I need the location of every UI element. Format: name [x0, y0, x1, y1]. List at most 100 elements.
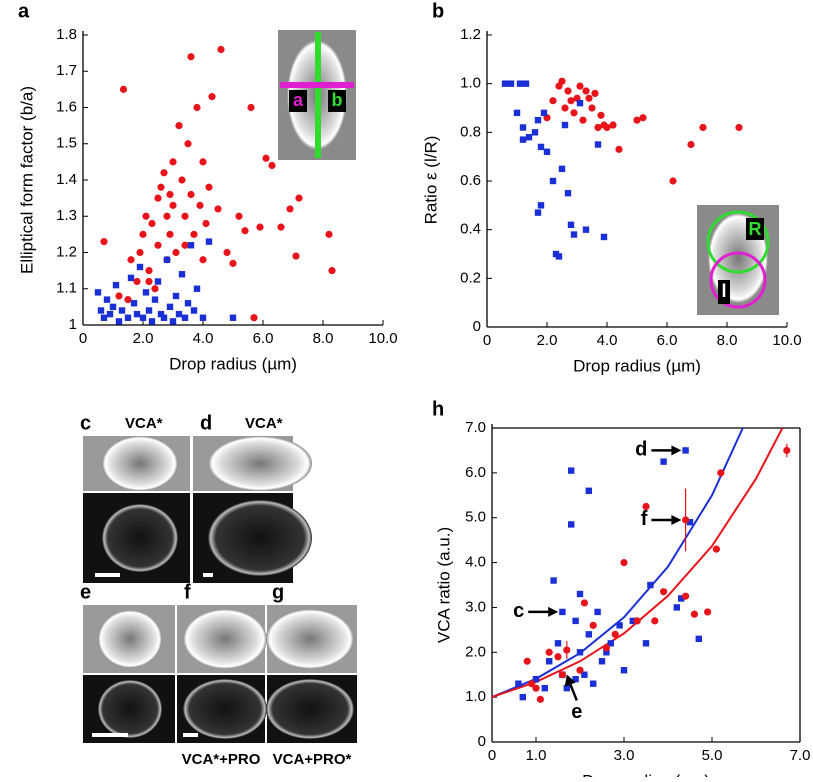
point	[717, 469, 725, 477]
point	[277, 223, 285, 231]
point	[537, 143, 545, 151]
point	[686, 519, 694, 526]
point	[145, 307, 153, 314]
point	[184, 140, 192, 148]
point	[567, 221, 575, 228]
x-tick-label: 7.0	[790, 747, 811, 764]
y-tick-label: 1.6	[56, 98, 77, 115]
point	[187, 53, 195, 61]
point	[507, 80, 515, 87]
x-tick-label: 0	[79, 330, 87, 347]
panel-label: c	[80, 412, 91, 434]
point	[100, 314, 108, 321]
point	[172, 292, 180, 300]
point	[585, 94, 593, 102]
point	[594, 608, 601, 616]
point	[563, 646, 571, 654]
annotation-label: d	[635, 439, 647, 461]
point	[217, 45, 225, 54]
point	[555, 253, 563, 260]
point	[528, 680, 536, 688]
x-tick-label: 1.0	[526, 747, 547, 764]
fit-curve	[491, 427, 784, 699]
point	[175, 310, 183, 318]
point	[594, 123, 602, 132]
micrograph-caption: VCA+PRO*	[273, 751, 352, 768]
x-tick-label: 4.0	[597, 332, 618, 349]
micrograph	[177, 605, 267, 743]
point	[525, 134, 533, 141]
x-tick-label: 8.0	[313, 330, 334, 347]
point	[629, 617, 636, 625]
y-tick-label: 1.0	[465, 688, 486, 705]
point	[582, 87, 590, 95]
inset-b: Rl	[697, 205, 779, 315]
point	[501, 80, 509, 87]
point	[554, 640, 562, 647]
point	[199, 314, 207, 321]
x-tick-label: 8.0	[717, 332, 738, 349]
point	[295, 194, 303, 202]
y-tick-label: 5.0	[465, 509, 486, 526]
point	[607, 640, 614, 647]
point	[223, 248, 231, 257]
point	[112, 281, 120, 289]
point	[534, 209, 542, 216]
point	[597, 111, 605, 119]
point	[190, 307, 198, 314]
point	[193, 285, 201, 292]
point	[133, 277, 141, 286]
y-axis-label: VCA ratio (a.u.)	[434, 527, 453, 643]
point	[151, 285, 159, 293]
point	[516, 80, 524, 87]
y-tick-label: 0	[478, 733, 486, 750]
y-tick-label: 1.0	[460, 75, 481, 92]
x-tick-label: 5.0	[702, 747, 723, 764]
x-axis-label: Drop radius (µm)	[573, 356, 701, 375]
point	[181, 212, 189, 220]
panel-label: g	[272, 581, 284, 603]
panel-label: b	[432, 0, 444, 22]
point	[199, 256, 207, 264]
panel-label: f	[184, 581, 191, 603]
point	[588, 104, 596, 112]
point	[532, 684, 540, 692]
point	[576, 99, 584, 107]
point	[115, 292, 123, 300]
y-axis-label: Elliptical form factor (b/a)	[17, 86, 36, 274]
drop	[208, 436, 312, 491]
point	[519, 124, 527, 131]
point	[286, 205, 294, 213]
annotation-label: c	[513, 600, 524, 622]
point	[558, 671, 567, 679]
point	[142, 289, 150, 296]
point	[100, 238, 108, 246]
x-axis-label: Drop radius (µm)	[582, 771, 710, 777]
point	[558, 77, 566, 85]
point	[639, 114, 647, 122]
point	[109, 303, 117, 311]
point	[609, 121, 617, 129]
point	[94, 289, 102, 296]
point	[673, 604, 680, 611]
drop	[98, 610, 162, 668]
point	[611, 630, 619, 638]
panel-label: e	[80, 581, 91, 603]
micrograph-caption: VCA*	[125, 415, 163, 432]
point	[603, 649, 610, 656]
point	[148, 219, 156, 228]
x-tick-label: 0	[483, 332, 491, 349]
drop	[183, 609, 267, 669]
point	[735, 123, 743, 132]
point	[591, 89, 599, 97]
panel-label: a	[18, 0, 30, 22]
point	[554, 653, 562, 661]
panel-label: d	[200, 412, 212, 434]
point	[567, 97, 575, 105]
point	[564, 87, 572, 95]
point	[687, 140, 695, 149]
y-tick-label: 4.0	[465, 554, 486, 571]
point	[576, 590, 584, 598]
arrow-head	[548, 606, 559, 617]
